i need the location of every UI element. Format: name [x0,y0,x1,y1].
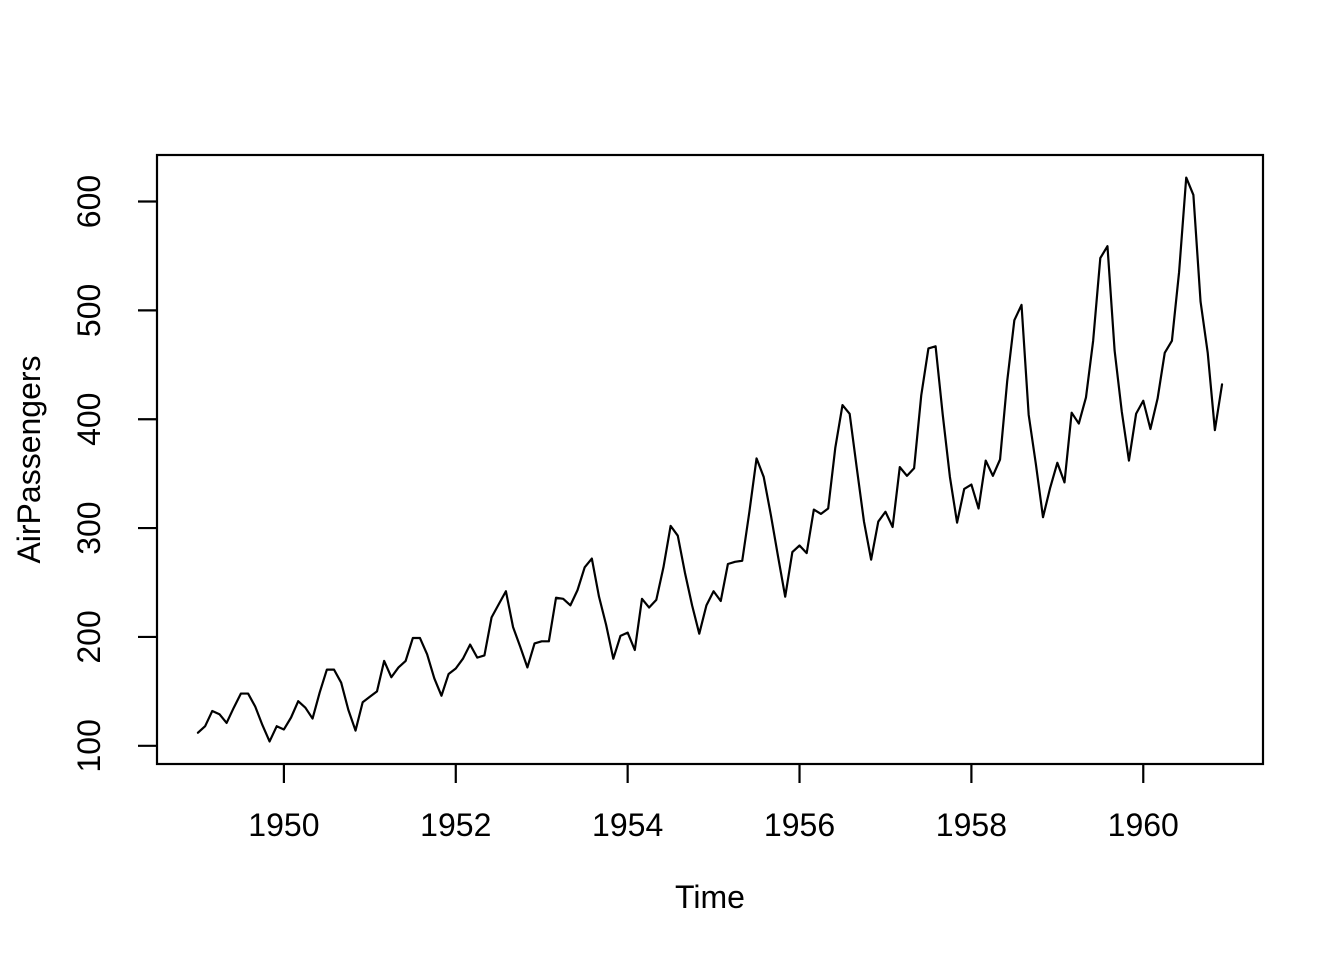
x-tick-label: 1954 [592,807,663,843]
x-axis-tick-labels: 1950 1952 1954 1956 1958 1960 [248,807,1179,843]
y-tick-label: 200 [71,610,107,663]
x-tick-label: 1960 [1108,807,1179,843]
plot-box [155,153,1265,766]
y-tick-label: 100 [71,719,107,772]
x-axis-title: Time [675,879,745,915]
y-tick-label: 300 [71,501,107,554]
y-axis-ticks [138,200,157,747]
x-tick-label: 1956 [764,807,835,843]
x-tick-label: 1950 [248,807,319,843]
x-tick-label: 1958 [936,807,1007,843]
y-tick-label: 400 [71,393,107,446]
y-tick-label: 500 [71,284,107,337]
y-axis-title: AirPassengers [11,355,47,563]
airpassengers-series-line [196,176,1224,743]
x-axis-ticks [282,764,1145,783]
x-tick-label: 1952 [420,807,491,843]
y-axis-tick-labels: 100 200 300 400 500 600 [71,175,107,773]
y-tick-label: 600 [71,175,107,228]
